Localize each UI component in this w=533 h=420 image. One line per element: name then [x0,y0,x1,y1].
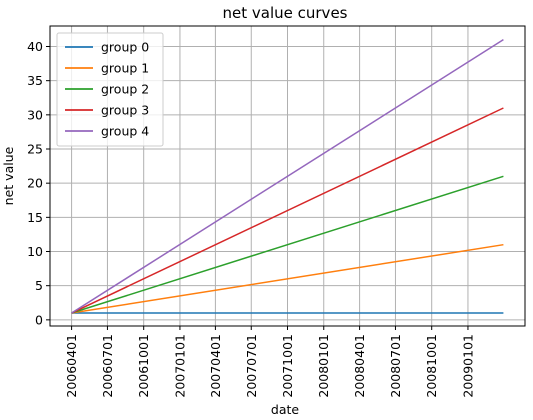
series-line-group-1 [71,243,504,314]
y-axis-ticks: 0 5 10 15 20 25 30 35 40 [27,39,50,327]
x-tick-label: 20070401 [208,334,223,398]
series-line-group-2 [71,175,504,314]
series-line-group-4 [71,39,504,314]
x-tick-label: 20080701 [388,334,403,398]
y-tick-label: 0 [35,312,43,327]
chart-title: net value curves [223,4,348,22]
y-tick-label: 20 [27,176,43,191]
legend-label: group 1 [101,61,149,76]
y-tick-label: 5 [35,278,43,293]
legend-label: group 2 [101,82,149,97]
x-tick-label: 20070101 [172,334,187,398]
y-tick-label: 35 [27,73,43,88]
x-tick-label: 20080401 [352,334,367,398]
series-lines [71,39,504,314]
x-tick-label: 20061001 [136,334,151,398]
y-tick-label: 25 [27,142,43,157]
legend-box [56,32,164,147]
y-tick-label: 15 [27,210,43,225]
x-tick-label: 20060701 [100,334,115,398]
series-line-group-3 [71,107,504,314]
x-axis-ticks: 20060401 20060701 20061001 20070101 20070401… [64,326,475,398]
x-tick-label: 20090101 [460,334,475,398]
x-tick-label: 20080101 [316,334,331,398]
y-tick-label: 40 [27,39,43,54]
legend-label: group 3 [101,103,149,118]
x-tick-label: 20060401 [64,334,79,398]
x-tick-label: 20070701 [244,334,259,398]
y-tick-label: 10 [27,244,43,259]
legend: group 0 group 1 group 2 group 3 group 4 [56,32,164,147]
y-axis-title: net value [1,146,16,205]
legend-label: group 0 [101,40,149,55]
legend-label: group 4 [101,124,149,139]
y-tick-label: 30 [27,107,43,122]
x-tick-label: 20081001 [424,334,439,398]
x-axis-title: date [271,402,299,417]
x-tick-label: 20071001 [280,334,295,398]
